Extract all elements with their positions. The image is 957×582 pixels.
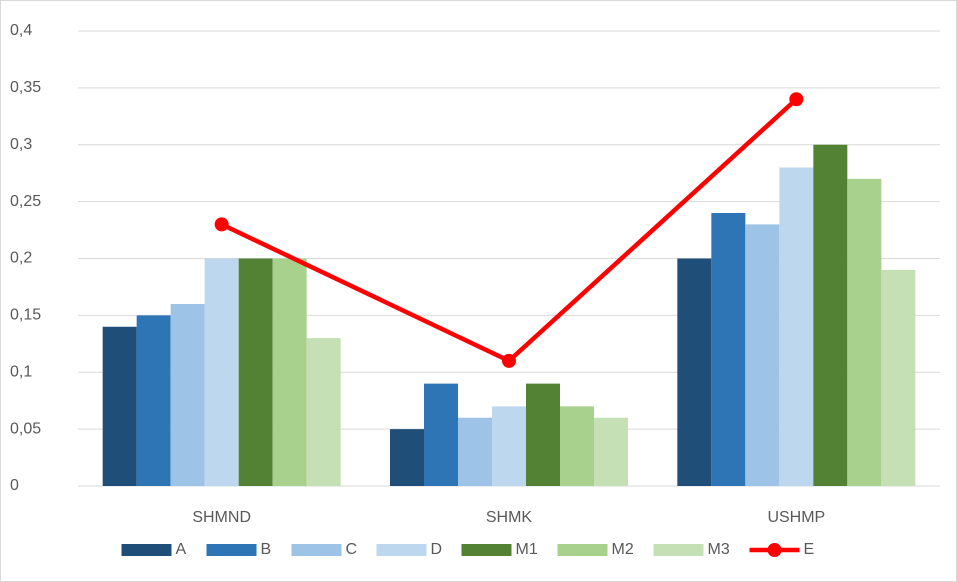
bar <box>390 429 424 486</box>
x-tick-label: USHMP <box>767 509 825 526</box>
legend-label: B <box>261 541 272 558</box>
legend-label: D <box>431 541 443 558</box>
bar <box>102 326 137 486</box>
bar <box>424 383 458 486</box>
legend-swatch <box>206 544 257 556</box>
bar <box>594 417 628 486</box>
legend-swatch <box>653 544 704 556</box>
line-marker <box>502 353 516 368</box>
legend-swatch <box>121 544 172 556</box>
line-marker <box>214 217 229 232</box>
bar <box>745 224 780 486</box>
y-tick-label: 0,1 <box>10 363 32 380</box>
bar <box>170 304 205 486</box>
legend-label: M2 <box>612 541 634 558</box>
y-tick-label: 0,25 <box>10 193 41 210</box>
bar <box>306 338 341 486</box>
bar <box>238 258 273 486</box>
legend-swatch <box>557 544 608 556</box>
y-tick-label: 0 <box>10 477 19 494</box>
bar <box>847 178 882 486</box>
bar <box>272 258 307 486</box>
y-tick-label: 0,05 <box>10 420 41 437</box>
legend-swatch <box>461 544 512 556</box>
bar <box>779 167 814 486</box>
bar <box>526 383 560 486</box>
bar <box>204 258 239 486</box>
bar <box>136 315 171 486</box>
legend-label: M1 <box>516 541 538 558</box>
x-tick-label: SHMND <box>192 509 251 526</box>
bar <box>560 406 594 486</box>
bar <box>458 417 492 486</box>
y-tick-label: 0,4 <box>10 22 32 39</box>
y-tick-label: 0,15 <box>10 307 41 324</box>
legend-label: M3 <box>708 541 730 558</box>
legend-swatch <box>376 544 427 556</box>
bar <box>492 406 526 486</box>
legend-swatch <box>291 544 342 556</box>
bar <box>677 258 712 486</box>
bar <box>813 144 848 486</box>
y-tick-label: 0,3 <box>10 136 32 153</box>
x-tick-label: SHMK <box>486 509 533 526</box>
legend-label: A <box>176 541 187 558</box>
legend-label: E <box>804 541 815 558</box>
legend-label: C <box>346 541 358 558</box>
line-marker <box>789 92 804 107</box>
bar <box>881 269 916 486</box>
y-tick-label: 0,2 <box>10 250 32 267</box>
bar <box>711 213 746 486</box>
y-tick-label: 0,35 <box>10 79 41 96</box>
legend-swatch-marker <box>767 543 782 557</box>
